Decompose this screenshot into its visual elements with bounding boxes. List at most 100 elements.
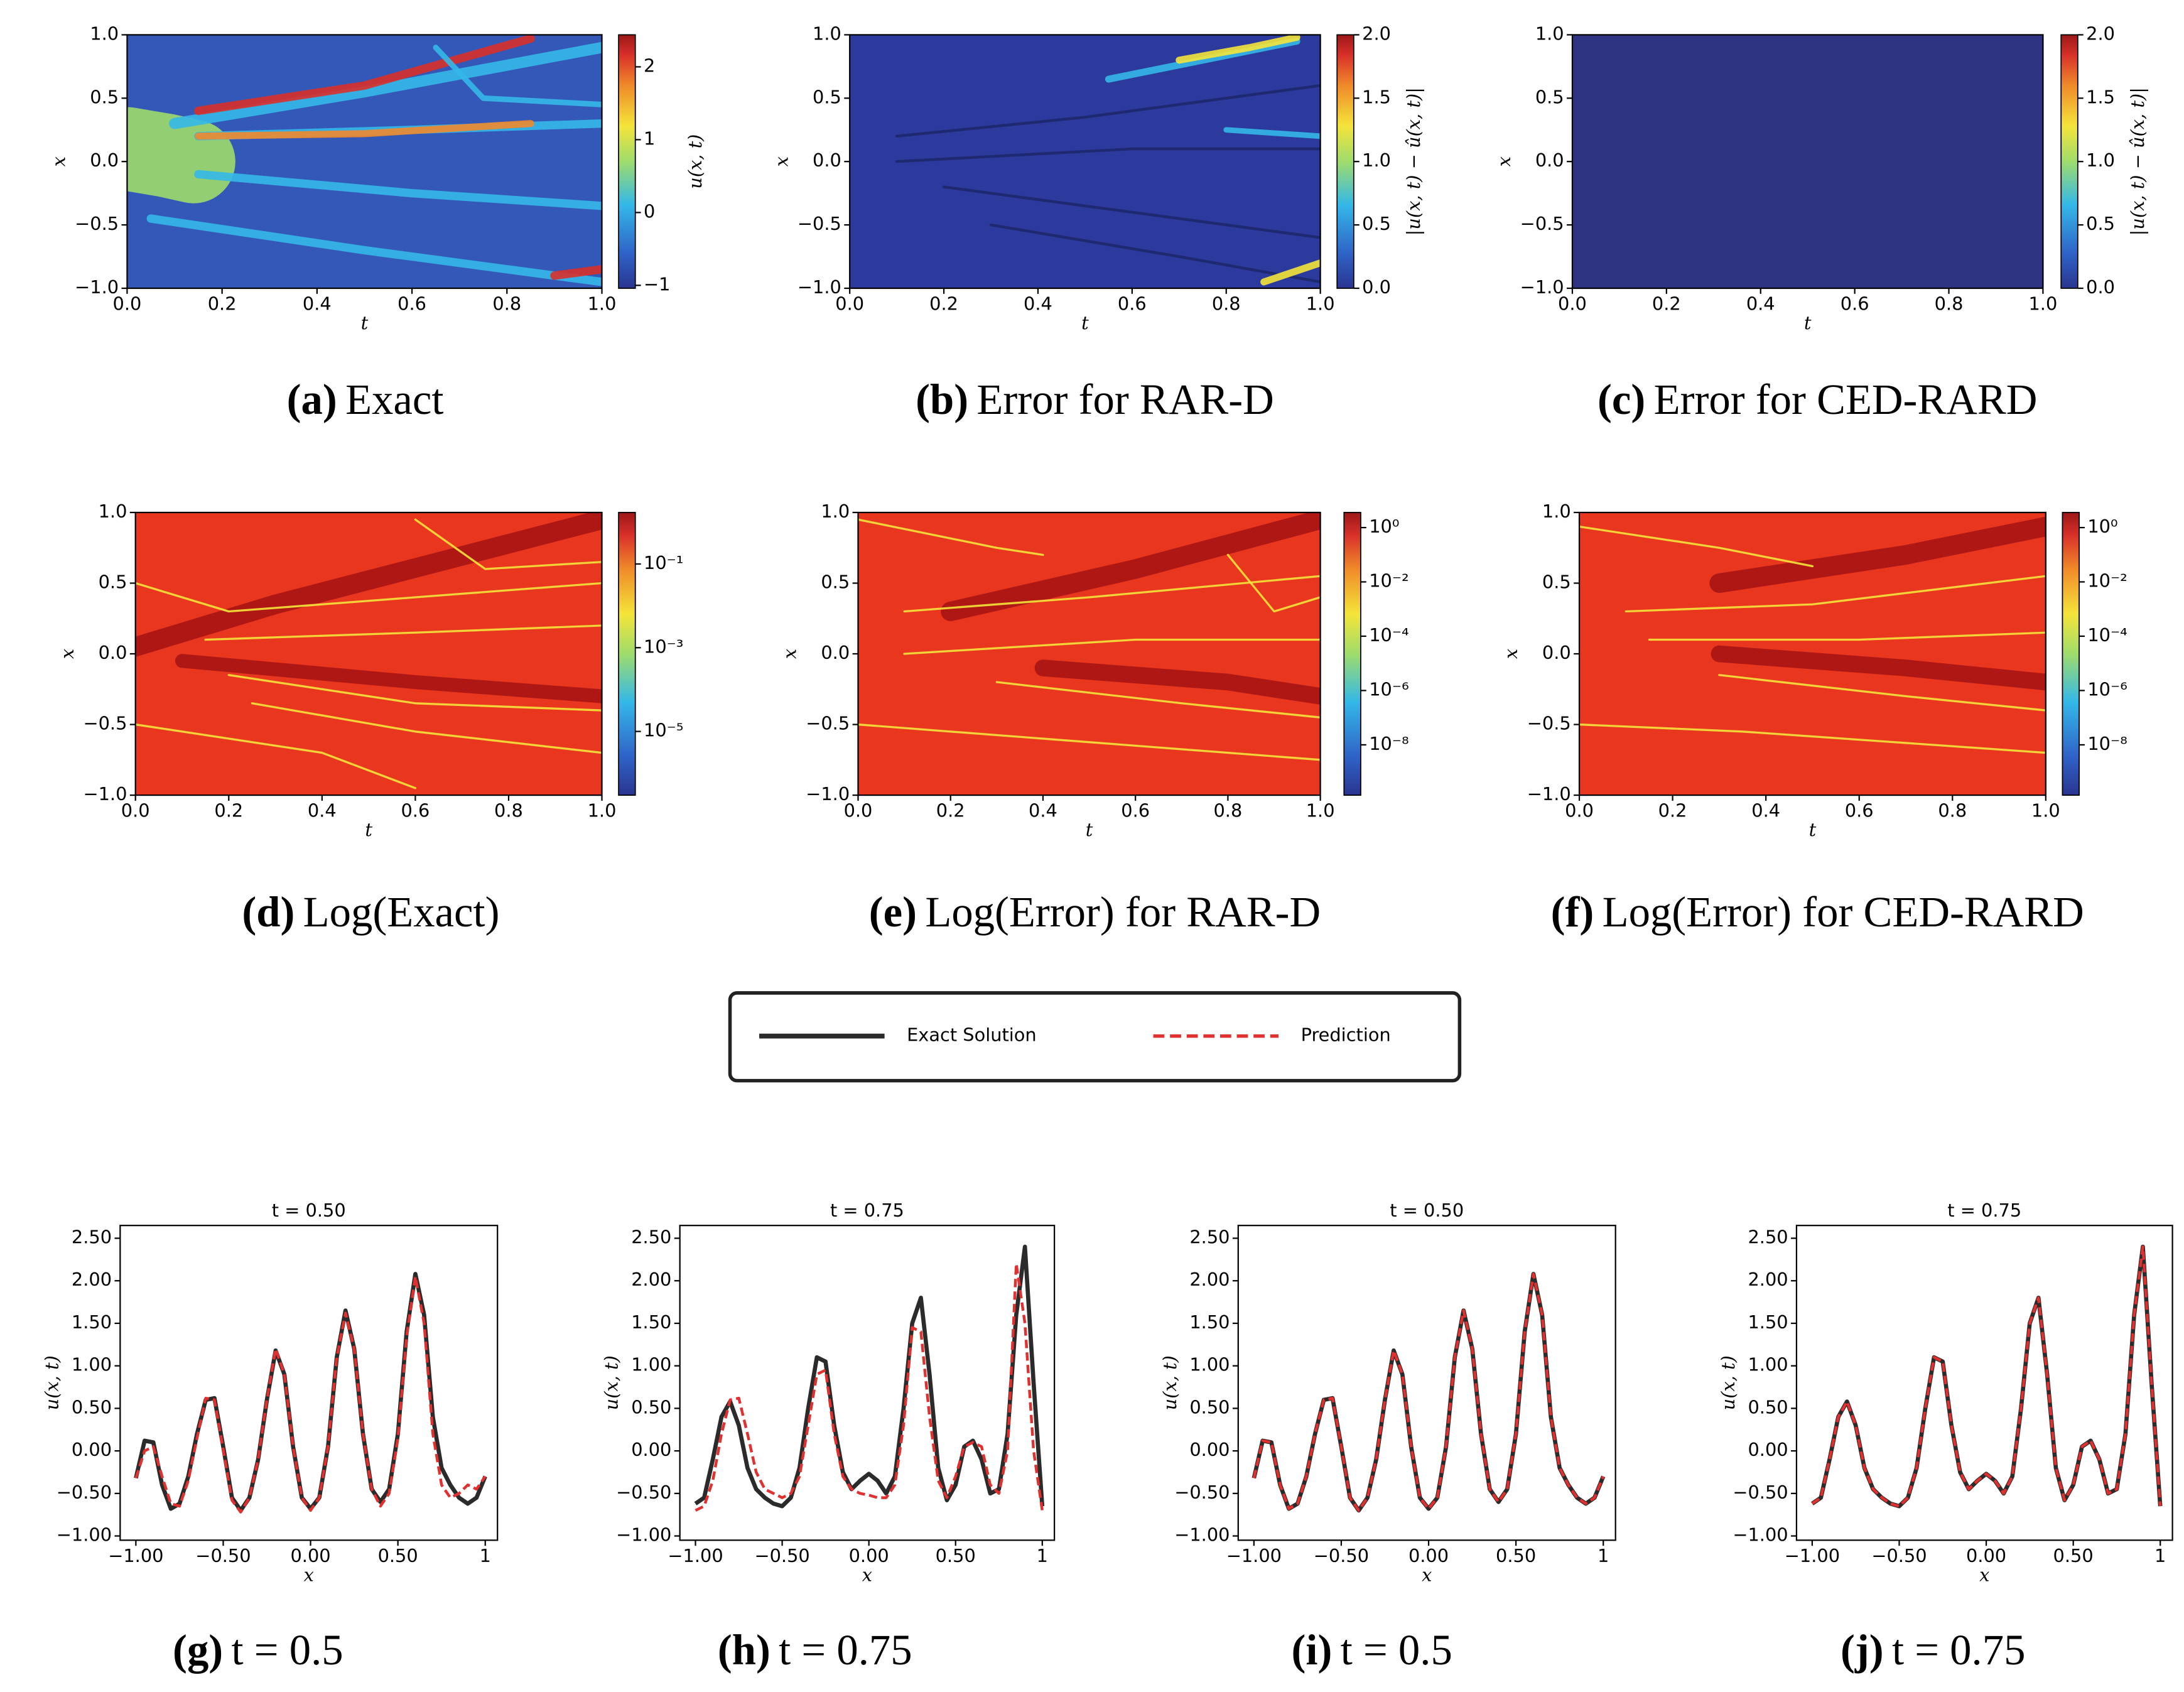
field-streak bbox=[135, 512, 602, 657]
x-tick-label: 0.8 bbox=[1938, 800, 1967, 822]
colorbar-tick-label: 10⁻⁵ bbox=[644, 720, 683, 741]
plot-title: t = 0.75 bbox=[1947, 1200, 2021, 1221]
x-tick-label: −0.50 bbox=[195, 1545, 251, 1566]
x-tick-label: 1.0 bbox=[2031, 800, 2060, 822]
y-axis-label: u(x, t) bbox=[41, 1355, 62, 1410]
plot-frame bbox=[126, 34, 603, 290]
y-tick-label: −0.5 bbox=[1520, 213, 1564, 234]
y-tick-label: 1.00 bbox=[1748, 1354, 1788, 1375]
field-streak bbox=[227, 674, 602, 712]
x-axis-label: t bbox=[1809, 819, 1817, 840]
y-tick-label: −1.0 bbox=[75, 276, 119, 298]
y-tick-label: 0.0 bbox=[1535, 149, 1564, 171]
legend-label: Exact Solution bbox=[907, 1024, 1037, 1046]
y-tick-label: 0.5 bbox=[821, 571, 850, 592]
x-tick-label: 0.8 bbox=[1213, 800, 1242, 822]
series-line bbox=[695, 1262, 1044, 1512]
x-tick-label: 0.00 bbox=[1408, 1545, 1449, 1566]
caption-label: (g) bbox=[173, 1626, 223, 1674]
y-tick-label: 1.00 bbox=[72, 1354, 112, 1375]
field-streak bbox=[1034, 659, 1321, 705]
colorbar-tick-label: 10⁻¹ bbox=[644, 552, 683, 573]
y-tick-label: 1.50 bbox=[631, 1311, 671, 1333]
plot-bg bbox=[1238, 1225, 1616, 1541]
y-axis-label: x bbox=[1500, 649, 1522, 659]
field-streak bbox=[895, 147, 1321, 163]
y-tick-label: 1.50 bbox=[72, 1311, 112, 1333]
colorbar-tick-label: 10⁻⁶ bbox=[2087, 678, 2127, 700]
x-tick-label: 0.2 bbox=[208, 293, 237, 315]
y-axis-label: u(x, t) bbox=[1717, 1355, 1739, 1410]
y-tick-label: 0.50 bbox=[631, 1396, 671, 1418]
heatmap-field bbox=[1572, 35, 2043, 288]
x-axis-label: x bbox=[304, 1564, 314, 1585]
field-streak bbox=[1711, 645, 2046, 691]
y-axis-label: x bbox=[57, 649, 78, 659]
heatmap-field bbox=[858, 512, 1321, 796]
colorbar-tick-label: 2.0 bbox=[1362, 23, 1391, 44]
x-tick-label: 0.6 bbox=[1118, 293, 1147, 315]
y-tick-label: 0.00 bbox=[631, 1439, 671, 1460]
field-streak bbox=[204, 624, 602, 641]
caption: (c) Error for CED-RARD bbox=[1597, 376, 2037, 423]
plot-bg bbox=[1796, 1225, 2173, 1541]
x-tick-label: 0.6 bbox=[1121, 800, 1150, 822]
y-tick-label: 0.50 bbox=[1748, 1396, 1788, 1418]
y-tick-label: 2.00 bbox=[1748, 1269, 1788, 1290]
field-streak bbox=[433, 45, 602, 107]
x-tick-label: 1 bbox=[1597, 1545, 1609, 1566]
x-tick-label: 0.6 bbox=[401, 800, 430, 822]
colorbar-tick-label: 10⁻² bbox=[1369, 570, 1408, 591]
caption-text: t = 0.5 bbox=[1341, 1626, 1452, 1674]
field-streak bbox=[146, 214, 602, 286]
y-tick-label: 0.00 bbox=[1189, 1439, 1230, 1460]
y-tick-label: −1.00 bbox=[1174, 1524, 1230, 1546]
y-tick-label: 0.5 bbox=[1542, 571, 1571, 592]
series-line bbox=[694, 1244, 1045, 1509]
plot-frame bbox=[1578, 511, 2046, 796]
x-tick-label: 1.0 bbox=[1306, 293, 1335, 315]
caption-label: (a) bbox=[287, 376, 337, 423]
caption: (e) Log(Error) for RAR-D bbox=[869, 888, 1321, 936]
plot-title: t = 0.75 bbox=[830, 1200, 904, 1221]
x-tick-label: 0.0 bbox=[121, 800, 150, 822]
x-tick-label: 0.00 bbox=[849, 1545, 889, 1566]
y-tick-label: 0.5 bbox=[90, 86, 119, 107]
x-tick-label: 0.50 bbox=[2053, 1545, 2094, 1566]
x-tick-label: 1 bbox=[480, 1545, 491, 1566]
y-tick-label: 1.0 bbox=[99, 501, 127, 522]
heatmap-field bbox=[135, 512, 602, 796]
x-axis-label: x bbox=[862, 1564, 872, 1585]
caption: (d) Log(Exact) bbox=[242, 888, 499, 936]
y-tick-label: 1.00 bbox=[1189, 1354, 1230, 1375]
y-tick-label: 1.0 bbox=[1542, 501, 1571, 522]
colorbar-label: u(x, t) bbox=[684, 134, 706, 189]
field-streak bbox=[169, 41, 602, 129]
x-tick-label: −0.50 bbox=[754, 1545, 809, 1566]
y-tick-label: −1.0 bbox=[1520, 276, 1564, 298]
y-tick-label: 0.0 bbox=[813, 149, 841, 171]
colorbar-label: |u(x, t) − û(x, t)| bbox=[1403, 87, 1424, 236]
plot-frame bbox=[849, 34, 1321, 290]
x-axis-label: t bbox=[1081, 312, 1089, 334]
y-tick-label: 0.0 bbox=[821, 642, 850, 663]
legend-box bbox=[728, 991, 1462, 1083]
colorbar-tick-label: 1.0 bbox=[2086, 149, 2115, 171]
caption-text: t = 0.75 bbox=[779, 1626, 912, 1674]
field-streak bbox=[550, 265, 602, 280]
plot-title: t = 0.50 bbox=[1390, 1200, 1464, 1221]
x-tick-label: 0.0 bbox=[844, 800, 873, 822]
caption: (b) Error for RAR-D bbox=[916, 376, 1274, 423]
y-axis-label: u(x, t) bbox=[601, 1355, 622, 1410]
y-tick-label: −1.0 bbox=[83, 783, 127, 805]
field-streak bbox=[135, 723, 417, 789]
y-tick-label: 1.0 bbox=[90, 23, 119, 44]
field-streak bbox=[1579, 525, 1814, 568]
colorbar-tick-label: 10⁻⁴ bbox=[2087, 624, 2127, 646]
y-tick-label: 2.50 bbox=[72, 1227, 112, 1248]
y-tick-label: −1.00 bbox=[1733, 1524, 1788, 1546]
colorbar bbox=[2062, 512, 2080, 796]
y-tick-label: 1.0 bbox=[821, 501, 850, 522]
field-streak bbox=[858, 723, 1321, 761]
